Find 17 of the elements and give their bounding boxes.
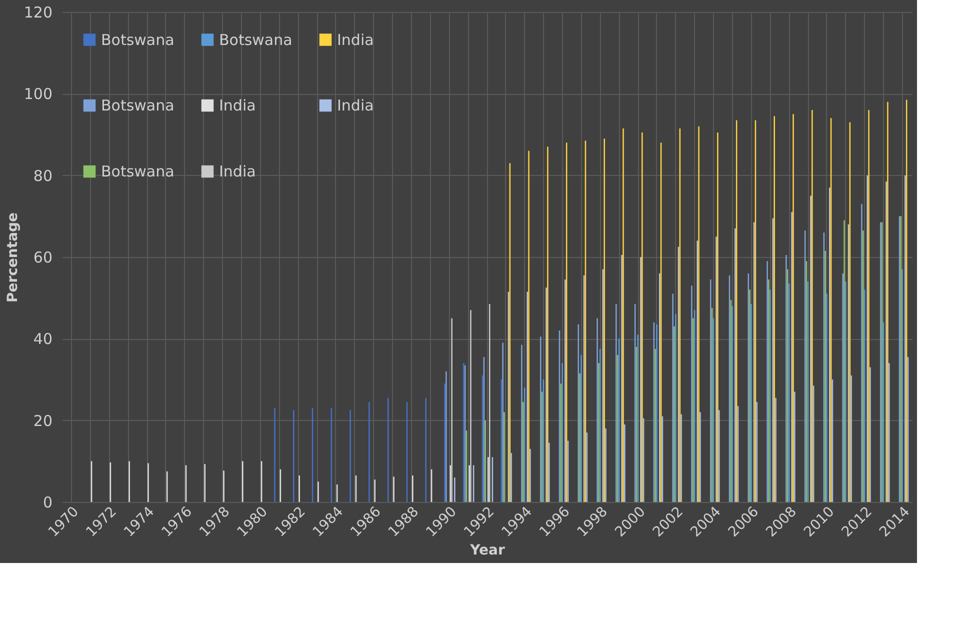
y-tick-label: 40 bbox=[33, 330, 52, 348]
legend-label: Botswana bbox=[101, 162, 174, 180]
y-axis-title: Percentage bbox=[4, 212, 21, 303]
y-tick-label: 120 bbox=[24, 4, 52, 22]
legend-label: India bbox=[337, 96, 374, 114]
legend-label: India bbox=[337, 30, 374, 49]
legend-label: Botswana bbox=[101, 96, 174, 114]
x-axis-title: Year bbox=[469, 542, 505, 559]
legend-label: India bbox=[219, 162, 256, 180]
y-tick-label: 60 bbox=[33, 248, 52, 266]
y-tick-label: 100 bbox=[24, 85, 52, 104]
y-tick-label: 0 bbox=[42, 494, 52, 512]
legend-label: Botswana bbox=[101, 30, 174, 49]
y-tick-label: 80 bbox=[33, 166, 52, 185]
y-tick-label: 20 bbox=[33, 412, 52, 430]
legend-label: Botswana bbox=[219, 30, 292, 49]
legend-label: India bbox=[219, 96, 256, 114]
